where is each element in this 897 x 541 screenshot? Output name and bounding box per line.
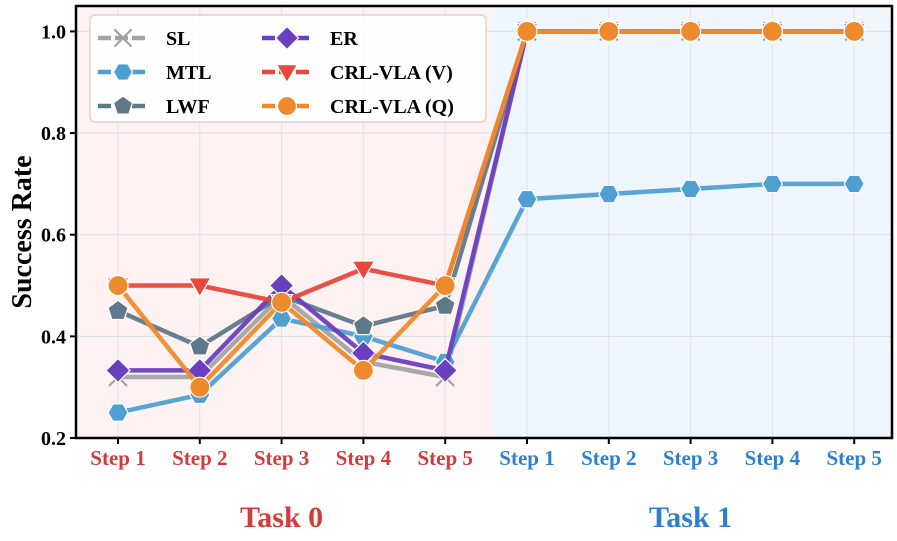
data-point	[516, 20, 538, 43]
data-point	[432, 357, 459, 384]
x-tick-label: Step 4	[336, 446, 392, 470]
legend-entry: CRL-VLA (V)	[262, 62, 453, 84]
data-point	[434, 274, 456, 297]
data-point	[598, 184, 620, 204]
data-point	[679, 20, 702, 43]
x-tick-label: Step 1	[499, 446, 554, 470]
task-labels: Task 0 Task 1	[240, 501, 732, 534]
data-point	[598, 20, 620, 43]
task-0-label: Task 0	[240, 501, 323, 534]
plot-border	[74, 4, 894, 440]
data-point	[352, 359, 374, 382]
y-tick-label: 0.6	[41, 225, 66, 247]
legend-marker	[113, 28, 133, 48]
legend-marker	[276, 95, 298, 117]
legend-entry: MTL	[98, 62, 212, 84]
legend: SL MTL LWF ER CRL-VLA (V) CRL-VLA (Q)	[89, 14, 487, 123]
data-point	[352, 314, 375, 336]
x-axis-ticks: Step 1 Step 2 Step 3 Step 4 Step 5 Step 1 Step…	[90, 438, 882, 470]
legend-label: SL	[166, 28, 190, 50]
x-tick-label: Step 2	[581, 446, 636, 470]
y-tick-label: 0.2	[41, 428, 66, 450]
legend-entry: CRL-VLA (Q)	[262, 95, 454, 118]
data-point	[843, 174, 865, 194]
legend-marker	[274, 25, 300, 51]
data-point	[107, 274, 129, 297]
legend-marker	[275, 64, 299, 84]
data-point	[843, 20, 865, 43]
data-point	[351, 260, 376, 281]
y-tick-label: 0.4	[41, 326, 66, 348]
x-tick-label: Step 2	[172, 446, 227, 470]
x-tick-label: Step 1	[90, 446, 145, 470]
data-point	[761, 20, 784, 43]
data-point	[107, 299, 129, 321]
x-tick-label: Step 5	[417, 446, 472, 470]
plot-frame	[74, 4, 894, 440]
series-line	[116, 29, 855, 390]
y-tick-label: 1.0	[41, 21, 66, 43]
legend-label: CRL-VLA (V)	[330, 62, 453, 84]
data-point	[434, 294, 456, 315]
data-point	[516, 189, 538, 209]
x-tick-label: Step 3	[254, 446, 309, 470]
legend-label: ER	[330, 28, 358, 50]
legend-entry: ER	[262, 25, 358, 51]
task-1-label: Task 1	[649, 501, 732, 534]
y-tick-label: 0.8	[41, 123, 66, 145]
legend-label: MTL	[166, 62, 212, 84]
legend-marker	[112, 63, 134, 81]
data-point	[271, 291, 293, 313]
data-point	[189, 376, 211, 398]
y-axis-label: Success Rate	[7, 155, 38, 308]
data-point	[761, 174, 784, 194]
series-line	[117, 181, 855, 415]
legend-label: CRL-VLA (Q)	[330, 96, 454, 118]
data-point	[105, 357, 131, 384]
series-mtl	[107, 174, 865, 422]
legend-marker	[112, 95, 134, 115]
data-point	[189, 335, 211, 356]
x-tick-label: Step 5	[826, 446, 881, 470]
data-point	[679, 179, 702, 199]
x-tick-label: Step 4	[745, 446, 801, 470]
x-tick-label: Step 3	[663, 446, 718, 470]
data-point	[187, 277, 212, 298]
series-crl-vla-q-	[107, 20, 865, 398]
legend-label: LWF	[166, 96, 210, 118]
data-point	[107, 403, 129, 422]
legend-entry: LWF	[98, 95, 210, 118]
task-1-background	[492, 6, 892, 438]
y-axis-ticks: 0.2 0.4 0.6 0.8 1.0	[41, 21, 76, 450]
series-lines	[105, 18, 868, 422]
legend-entry: SL	[98, 28, 190, 50]
